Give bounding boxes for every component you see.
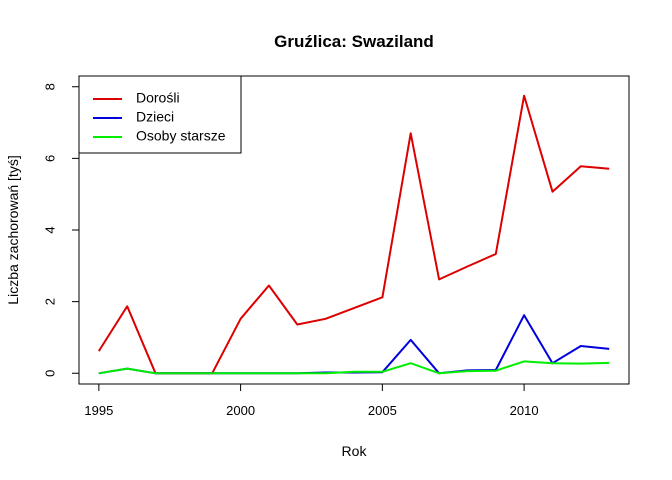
series-layer <box>97 94 610 375</box>
y-axis-label: Liczba zachorowań [tyś] <box>5 155 21 304</box>
x-tick-label: 2000 <box>226 403 255 418</box>
y-tick-label: 2 <box>42 298 57 305</box>
x-tick-label: 1995 <box>84 403 113 418</box>
y-tick-label: 8 <box>42 83 57 90</box>
legend-label: Dzieci <box>136 109 174 125</box>
y-tick-label: 6 <box>42 155 57 162</box>
x-tick-label: 2010 <box>510 403 539 418</box>
y-tick-label: 4 <box>42 226 57 233</box>
x-axis: 1995 2000 2005 2010 <box>84 383 539 418</box>
legend-box <box>78 75 242 154</box>
legend-items: Dorośli Dzieci Osoby starsze <box>93 90 226 144</box>
y-tick-label: 0 <box>42 370 57 377</box>
legend-label: Osoby starsze <box>136 128 226 144</box>
x-tick-label: 2005 <box>368 403 397 418</box>
chart-title: Gruźlica: Swaziland <box>274 32 434 51</box>
y-axis: 0 2 4 6 8 <box>42 83 80 377</box>
legend: Dorośli Dzieci Osoby starsze <box>78 75 242 154</box>
x-axis-label: Rok <box>342 443 368 459</box>
series-line <box>98 360 610 375</box>
series-line <box>98 314 610 375</box>
legend-label: Dorośli <box>136 90 180 106</box>
